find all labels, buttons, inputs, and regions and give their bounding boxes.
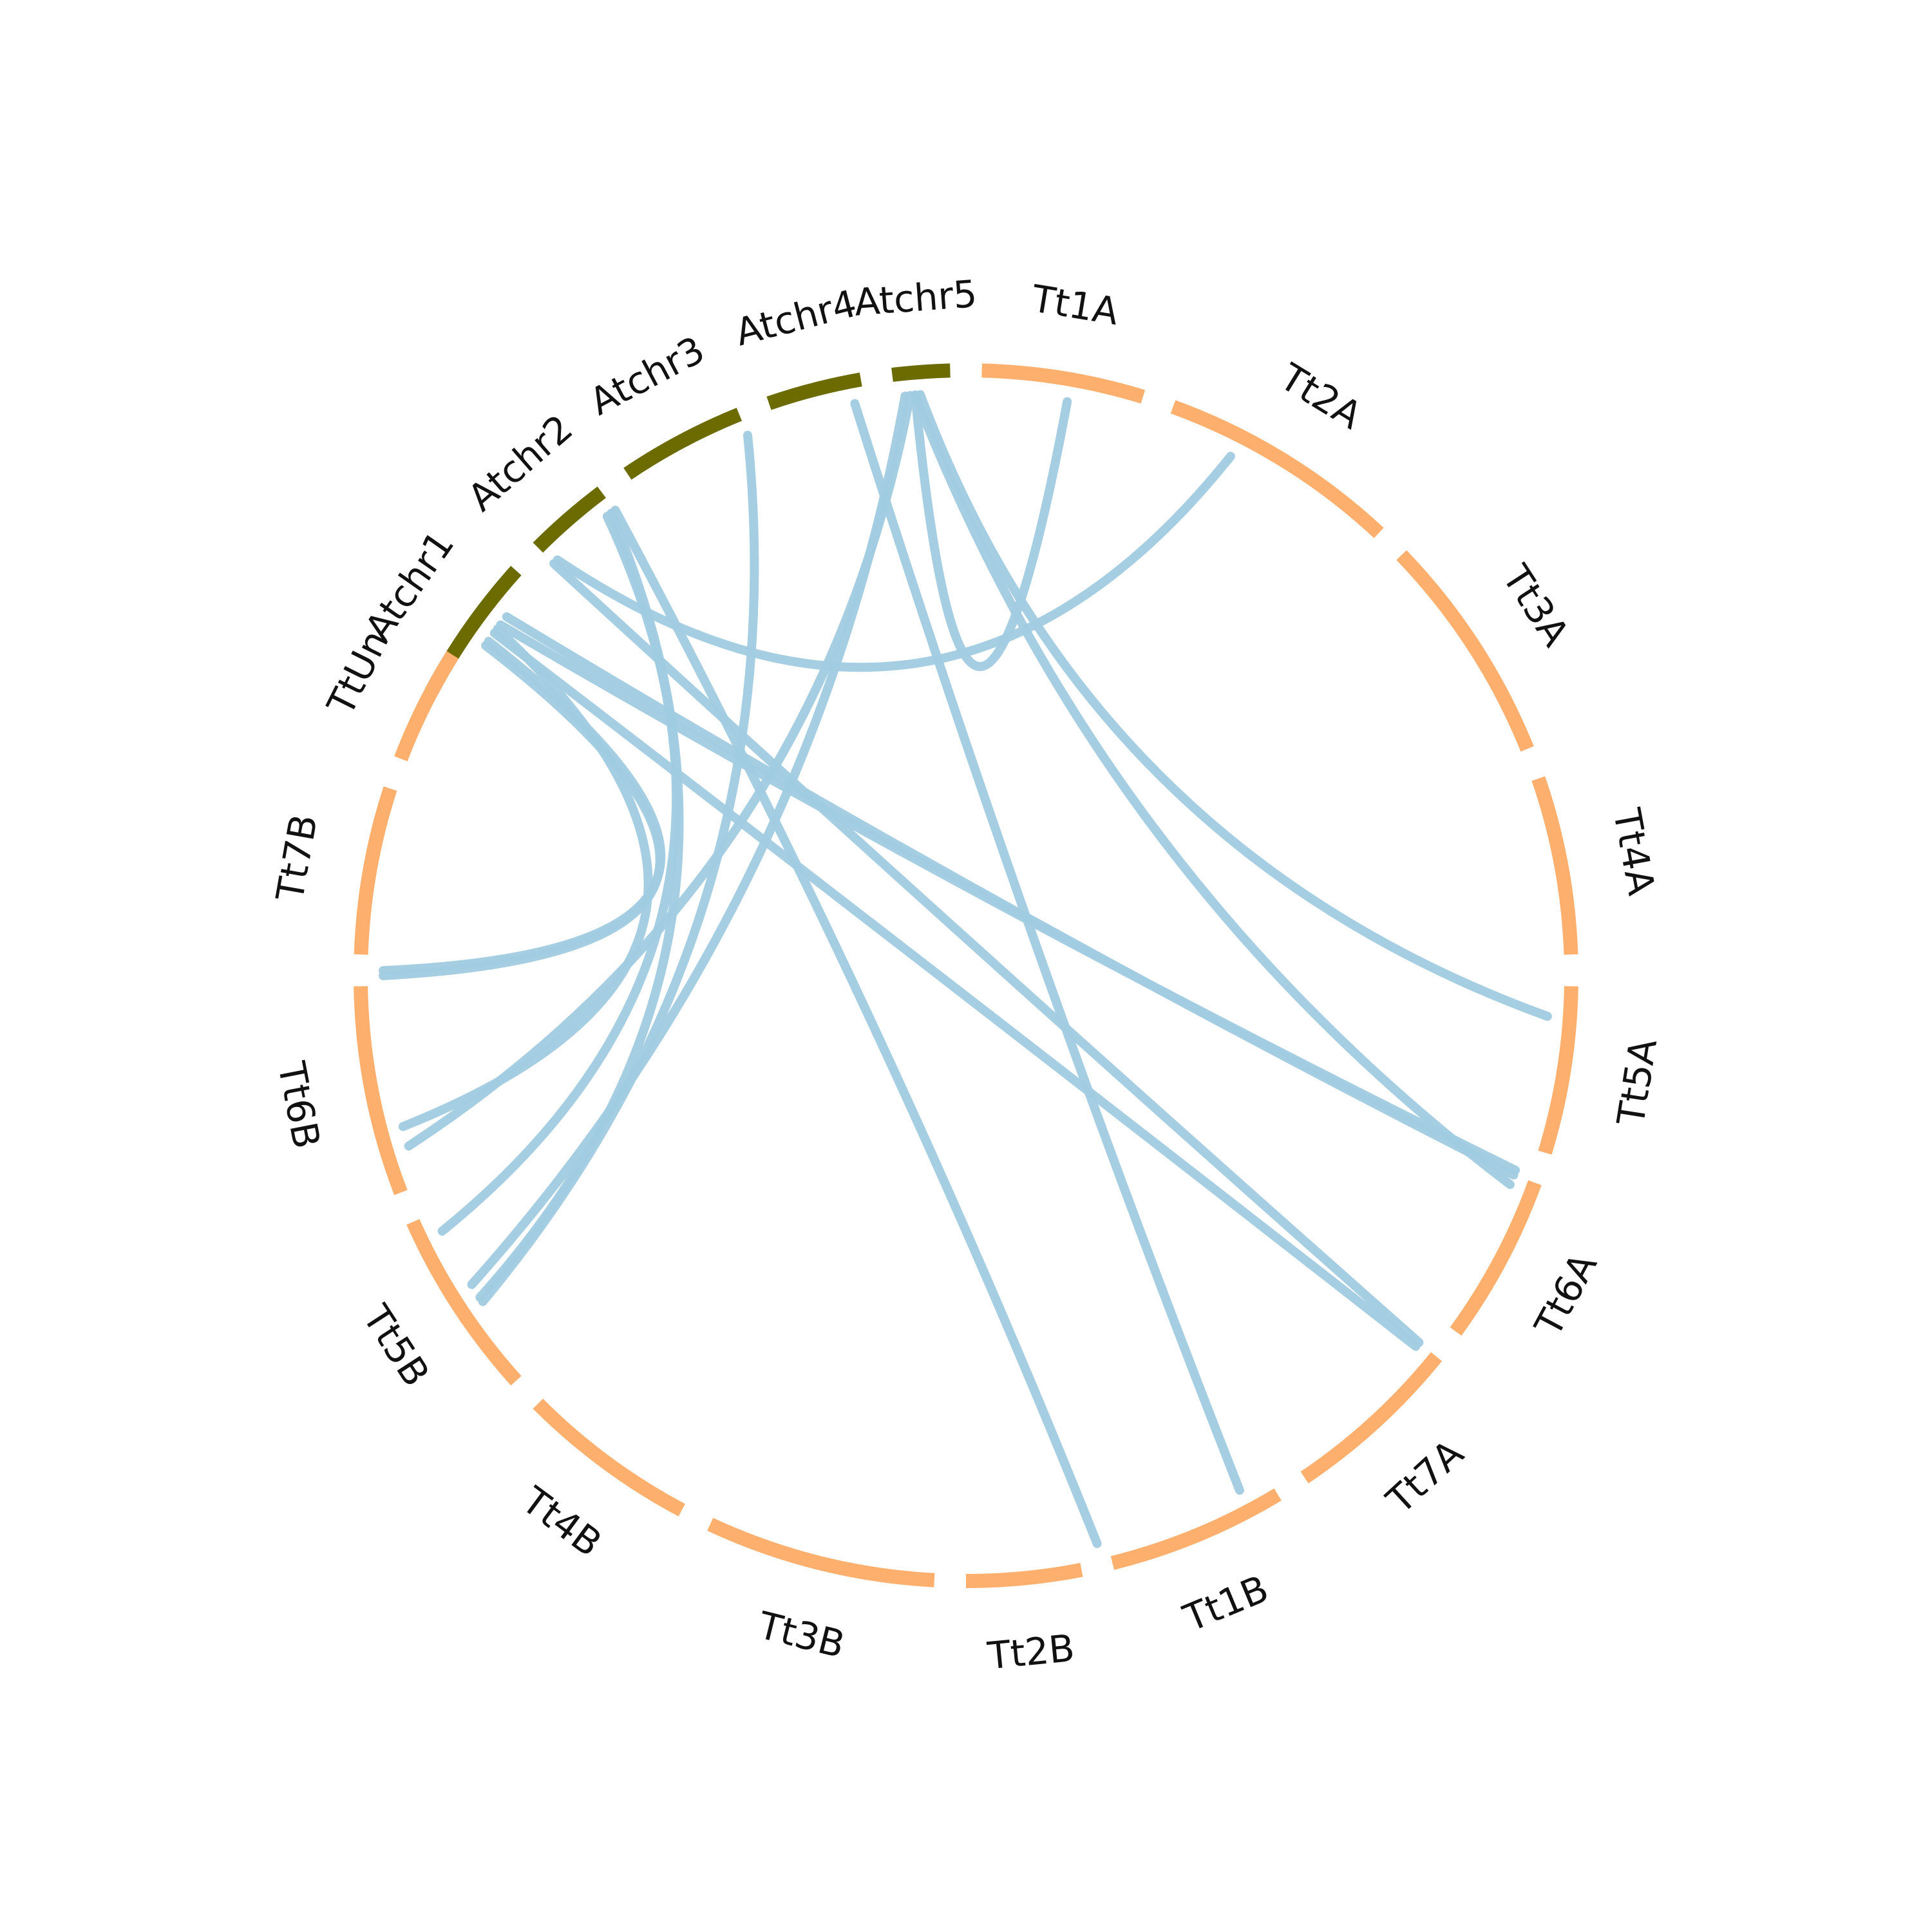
chromosome-label-tt4b: Tt4B: [513, 1478, 610, 1565]
synteny-link-atchr3-tt5b-9: [475, 509, 684, 1302]
synteny-link-atchr5-tt5a-2: [915, 390, 1552, 1021]
chromosome-label-tt3b: Tt3B: [753, 1603, 849, 1667]
chromosome-arc-tt6a: [1450, 1180, 1542, 1336]
synteny-link-atchr5-tt1a-5: [911, 390, 1072, 671]
chromosome-label-atchr5: Atchr5: [853, 272, 978, 325]
chromosome-label-atchr2: Atchr2: [460, 406, 582, 520]
chromosome-arc-ttun: [394, 651, 459, 762]
synteny-link-atchr2-tt2a-11: [553, 451, 1235, 672]
chromosome-label-tt5b: Tt5B: [354, 1297, 438, 1394]
chromosome-arc-tt4a: [1531, 776, 1578, 955]
synteny-link-atchr1-tt7b-17: [379, 641, 665, 980]
chromosome-label-tt1a: Tt1A: [1028, 276, 1122, 334]
chromosome-label-atchr1: Atchr1: [356, 523, 462, 649]
chromosome-arc-tt7a: [1300, 1352, 1443, 1484]
chromosome-arc-atchr4: [766, 372, 862, 410]
synteny-link-atchr5-tt5b-4: [467, 391, 910, 1289]
synteny-link-atchr1-tt7a-14: [489, 629, 1421, 1351]
synteny-link-atchr5-tt1b-0: [850, 399, 1244, 1495]
chromosome-arc-tt5b: [406, 1218, 522, 1386]
chromosome-arc-tt6b: [354, 986, 408, 1195]
chromosome-arc-atchr2: [533, 486, 606, 553]
chromosome-label-tt7a: Tt7A: [1378, 1431, 1472, 1522]
chromosome-arc-tt1a: [981, 363, 1146, 404]
chromosomes-layer: [354, 363, 1578, 1588]
chromosome-label-tt2a: Tt2A: [1272, 355, 1370, 438]
synteny-link-atchr2-tt7a-10: [549, 559, 1424, 1347]
chromosome-arc-tt7b: [354, 786, 397, 955]
chromosome-label-atchr4: Atchr4: [731, 281, 861, 355]
chromosome-arc-atchr5: [891, 363, 951, 382]
chromosome-arc-tt1b: [1110, 1488, 1282, 1570]
chromosome-label-tt3a: Tt3A: [1493, 557, 1578, 654]
synteny-link-atchr1-tt6a-13: [496, 620, 1520, 1175]
chromosome-arc-tt3b: [707, 1517, 935, 1587]
chromosome-arc-tt2a: [1170, 400, 1384, 538]
chromosome-arc-atchr3: [623, 408, 742, 480]
chromosome-label-tt5a: Tt5A: [1609, 1036, 1665, 1129]
chromosome-arc-tt3a: [1396, 550, 1534, 752]
synteny-link-atchr4-tt5b-6: [478, 430, 759, 1307]
chromosome-label-atchr3: Atchr3: [583, 328, 712, 424]
chromosome-label-tt6a: Tt6A: [1526, 1246, 1605, 1344]
synteny-link-atchr1-tt6b-15: [398, 624, 653, 1132]
chromosome-arc-tt2b: [965, 1562, 1083, 1588]
links-layer: [379, 390, 1552, 1548]
chromosome-arc-tt5a: [1538, 986, 1578, 1155]
chromosome-label-tt7b: Tt7B: [268, 811, 327, 905]
chromosome-label-tt6b: Tt6B: [269, 1058, 329, 1152]
chromosome-label-tt4a: Tt4A: [1604, 804, 1663, 898]
synteny-link-atchr5-tt6a-1: [911, 390, 1515, 1189]
chromosome-arc-tt4b: [533, 1398, 685, 1517]
synteny-link-atchr3-tt2b-7: [611, 506, 1102, 1548]
chromosome-label-tt1b: Tt1B: [1177, 1566, 1274, 1640]
chromosome-label-tt2b: Tt2B: [985, 1626, 1077, 1678]
chromosome-label-ttun: TtUn: [318, 623, 397, 723]
